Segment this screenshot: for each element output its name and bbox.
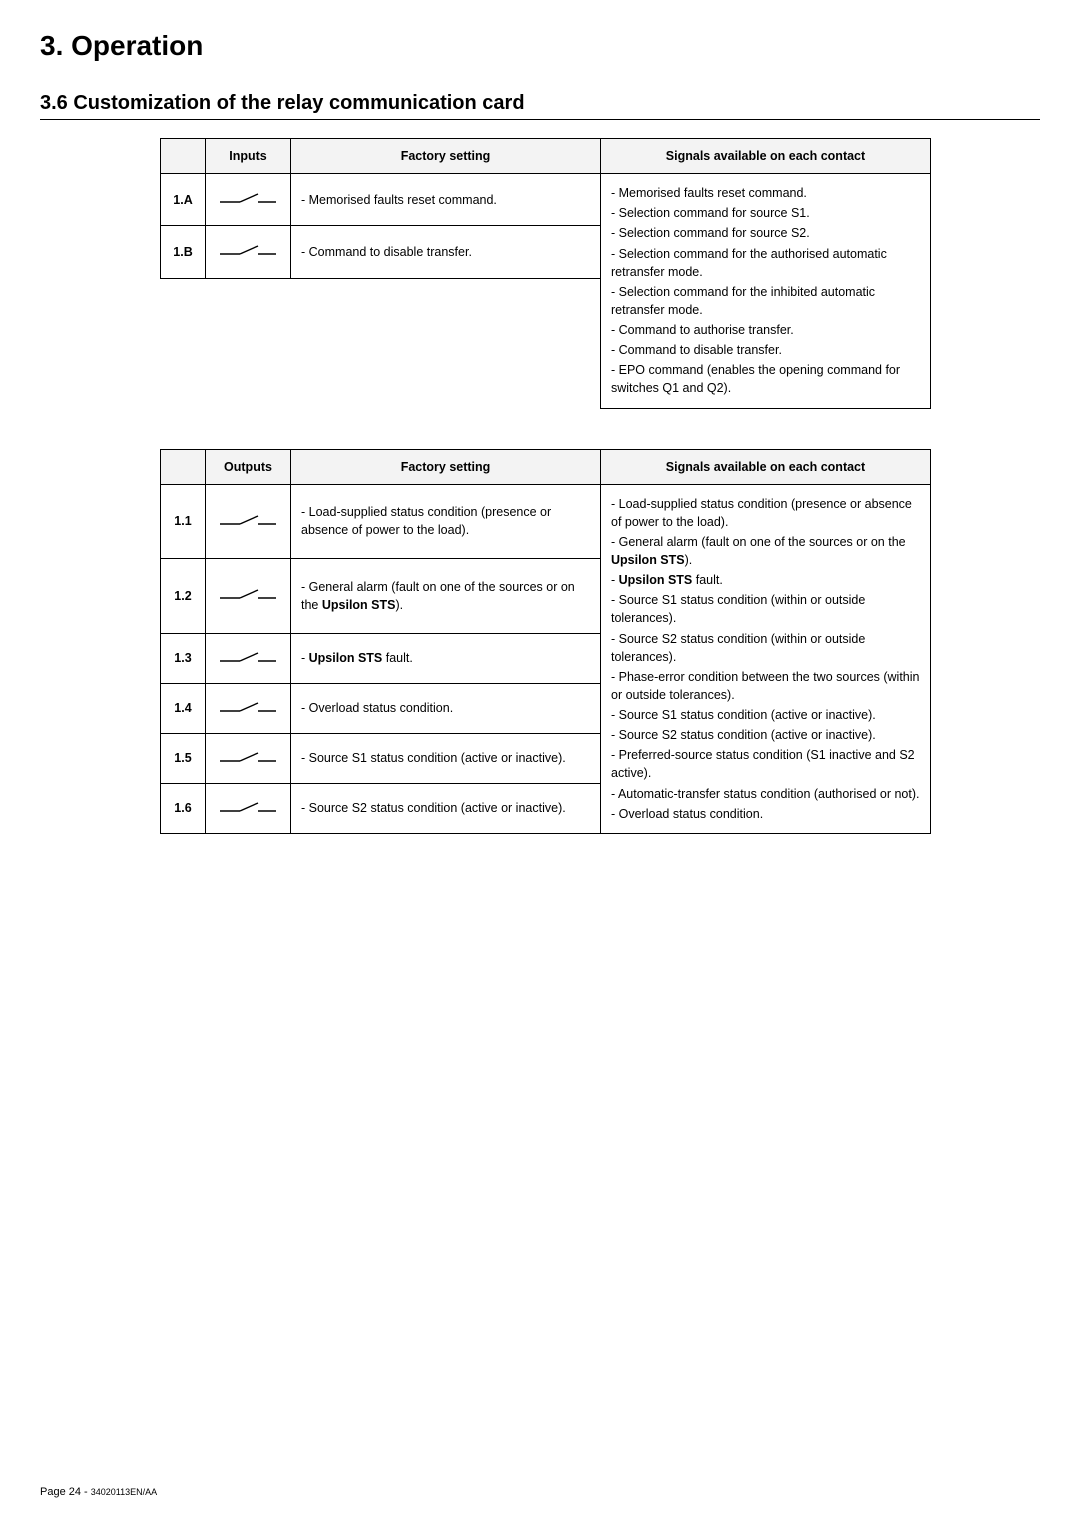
factory-setting: - Memorised faults reset command. xyxy=(291,174,601,226)
inputs-table: Inputs Factory setting Signals available… xyxy=(160,138,931,409)
contact-symbol-cell xyxy=(206,226,291,278)
contact-open-icon xyxy=(218,192,278,206)
table-header-row: Inputs Factory setting Signals available… xyxy=(161,139,931,174)
row-label: 1.5 xyxy=(161,733,206,783)
factory-setting: - Source S2 status condition (active or … xyxy=(291,783,601,833)
contact-symbol-cell xyxy=(206,174,291,226)
table-row: 1.1 - Load-supplied status condition (pr… xyxy=(161,484,931,559)
inputs-table-wrap: Inputs Factory setting Signals available… xyxy=(160,138,1040,409)
row-label: 1.1 xyxy=(161,484,206,559)
contact-open-icon xyxy=(218,514,278,528)
contact-symbol-cell xyxy=(206,683,291,733)
section-title: 3.6 Customization of the relay communica… xyxy=(40,92,1040,120)
contact-open-icon xyxy=(218,245,278,259)
contact-symbol-cell xyxy=(206,783,291,833)
factory-setting: - Source S1 status condition (active or … xyxy=(291,733,601,783)
outputs-table: Outputs Factory setting Signals availabl… xyxy=(160,449,931,834)
col-inputs: Inputs xyxy=(206,139,291,174)
row-label: 1.6 xyxy=(161,783,206,833)
contact-open-icon xyxy=(218,701,278,715)
col-blank xyxy=(161,139,206,174)
factory-setting: - Load-supplied status condition (presen… xyxy=(291,484,601,559)
contact-open-icon xyxy=(218,751,278,765)
doc-reference: 34020113EN/AA xyxy=(91,1487,157,1497)
contact-symbol-cell xyxy=(206,633,291,683)
contact-symbol-cell xyxy=(206,484,291,559)
col-signals: Signals available on each contact xyxy=(601,139,931,174)
signals-cell: - Load-supplied status condition (presen… xyxy=(601,484,931,833)
factory-setting: - Upsilon STS fault. xyxy=(291,633,601,683)
factory-setting: - General alarm (fault on one of the sou… xyxy=(291,559,601,634)
contact-open-icon xyxy=(218,801,278,815)
contact-open-icon xyxy=(218,651,278,665)
page-number: Page 24 - xyxy=(40,1486,91,1498)
chapter-title: 3. Operation xyxy=(40,30,1040,62)
contact-open-icon xyxy=(218,589,278,603)
col-blank xyxy=(161,449,206,484)
row-label: 1.B xyxy=(161,226,206,278)
blank-cell xyxy=(161,278,601,408)
page-footer: Page 24 - 34020113EN/AA xyxy=(40,1486,157,1498)
outputs-table-wrap: Outputs Factory setting Signals availabl… xyxy=(160,449,1040,834)
col-factory: Factory setting xyxy=(291,449,601,484)
signals-cell: - Memorised faults reset command.- Selec… xyxy=(601,174,931,408)
col-signals: Signals available on each contact xyxy=(601,449,931,484)
factory-setting: - Overload status condition. xyxy=(291,683,601,733)
contact-symbol-cell xyxy=(206,733,291,783)
contact-symbol-cell xyxy=(206,559,291,634)
row-label: 1.A xyxy=(161,174,206,226)
row-label: 1.3 xyxy=(161,633,206,683)
factory-setting: - Command to disable transfer. xyxy=(291,226,601,278)
col-outputs: Outputs xyxy=(206,449,291,484)
col-factory: Factory setting xyxy=(291,139,601,174)
table-row: 1.A - Memorised faults reset command. - … xyxy=(161,174,931,226)
row-label: 1.2 xyxy=(161,559,206,634)
row-label: 1.4 xyxy=(161,683,206,733)
table-header-row: Outputs Factory setting Signals availabl… xyxy=(161,449,931,484)
